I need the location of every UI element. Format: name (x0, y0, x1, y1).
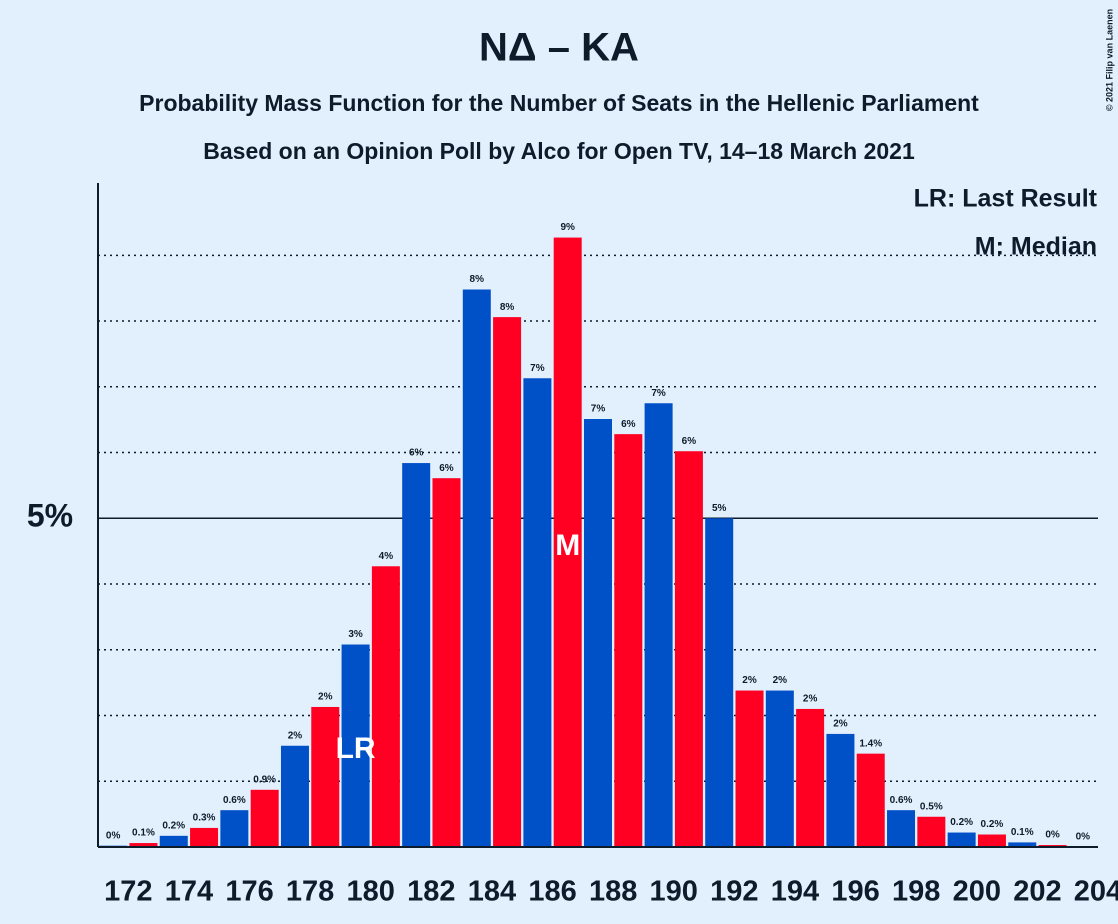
copyright: © 2021 Filip van Laenen (1104, 9, 1114, 111)
bar (887, 810, 916, 847)
y-tick-label: 5% (27, 498, 73, 534)
x-tick-label: 172 (104, 876, 152, 908)
bar (280, 745, 309, 847)
data-label: 2% (773, 675, 788, 686)
x-tick-label: 198 (892, 876, 940, 908)
data-label: 1.4% (859, 738, 882, 749)
bar (402, 463, 431, 847)
data-label: 2% (833, 719, 848, 730)
legend-entry: LR: Last Result (914, 185, 1098, 213)
data-label: 6% (621, 419, 636, 430)
bar (462, 289, 491, 848)
x-tick-label: 196 (831, 876, 879, 908)
bar (371, 566, 400, 847)
x-tick-label: 178 (286, 876, 334, 908)
chart-subtitle: Probability Mass Function for the Number… (139, 90, 979, 116)
data-label: 7% (651, 388, 666, 399)
data-label: 0.3% (193, 813, 216, 824)
x-tick-label: 186 (528, 876, 576, 908)
bar (129, 843, 158, 847)
data-label: 4% (379, 551, 394, 562)
data-label: 0% (1045, 830, 1060, 841)
bar (190, 827, 219, 847)
x-tick-label: 174 (165, 876, 213, 908)
data-label: 0.1% (1011, 827, 1034, 838)
bar (220, 810, 249, 847)
bar (917, 816, 946, 847)
data-label: 0.2% (162, 820, 185, 831)
data-label: 8% (500, 302, 515, 313)
bar (735, 690, 764, 847)
bar (584, 419, 612, 847)
chart-title: NΔ – KA (479, 26, 639, 70)
data-label: 0.9% (253, 774, 276, 785)
bar (826, 733, 855, 847)
x-tick-label: 202 (1013, 876, 1061, 908)
data-label: 0% (106, 830, 121, 841)
x-tick-label: 204 (1074, 876, 1118, 908)
data-label: 6% (409, 448, 424, 459)
data-label: 7% (530, 363, 545, 374)
data-label: 2% (288, 730, 303, 741)
x-tick-label: 180 (347, 876, 395, 908)
x-tick-label: 176 (225, 876, 273, 908)
bar (159, 835, 188, 847)
data-label: 5% (712, 503, 727, 514)
data-label: 6% (682, 436, 697, 447)
chart-subtitle: Based on an Opinion Poll by Alco for Ope… (203, 138, 915, 164)
bar (493, 317, 522, 847)
bar (1008, 842, 1037, 847)
x-tick-label: 194 (771, 876, 819, 908)
data-label: 0.2% (981, 819, 1004, 830)
x-tick-label: 192 (710, 876, 758, 908)
bar (523, 378, 552, 847)
data-label: 0.5% (920, 801, 943, 812)
bar (796, 708, 825, 847)
annotation: M (555, 529, 580, 562)
data-label: 0.2% (950, 817, 973, 828)
data-label: 7% (591, 404, 606, 415)
data-label: 0% (1076, 832, 1091, 843)
x-tick-label: 182 (407, 876, 455, 908)
bar (553, 237, 582, 847)
x-tick-label: 200 (953, 876, 1001, 908)
bar (705, 518, 734, 847)
annotation: LR (336, 732, 376, 765)
bar (644, 403, 673, 847)
bar (432, 478, 461, 847)
bar (977, 834, 1006, 847)
bar (614, 434, 643, 847)
x-tick-label: 184 (468, 876, 516, 908)
x-tick-label: 190 (650, 876, 698, 908)
bar (341, 644, 370, 847)
data-label: 0.1% (132, 828, 155, 839)
bar (250, 789, 279, 847)
data-label: 9% (560, 222, 575, 233)
bar (765, 690, 794, 847)
x-tick-label: 188 (589, 876, 637, 908)
data-label: 0.6% (223, 795, 246, 806)
data-label: 6% (439, 463, 454, 474)
data-label: 2% (318, 692, 333, 703)
bar (856, 753, 885, 847)
data-label: 2% (803, 694, 818, 705)
legend-entry: M: Median (975, 233, 1097, 261)
data-label: 2% (742, 675, 757, 686)
data-label: 3% (348, 629, 363, 640)
data-label: 8% (470, 274, 485, 285)
bar (947, 832, 976, 847)
bar (674, 451, 703, 847)
bar (311, 706, 340, 847)
data-label: 0.6% (890, 795, 913, 806)
